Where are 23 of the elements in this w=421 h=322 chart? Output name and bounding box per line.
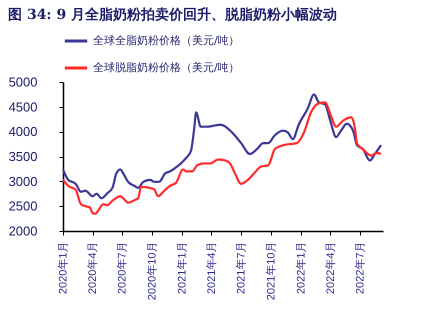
x-tick-label: 2022年7月 <box>354 242 366 294</box>
y-tick-label: 4500 <box>8 99 38 114</box>
line-series <box>62 101 382 215</box>
x-tick-label: 2020年10月 <box>146 242 159 300</box>
x-tick-label: 2021年10月 <box>266 242 278 300</box>
y-tick-label: 5000 <box>8 74 38 90</box>
x-tick-label: 2021年4月 <box>206 242 218 294</box>
y-tick-label: 3500 <box>8 149 38 164</box>
x-tick-label: 2020年1月 <box>58 242 70 294</box>
y-tick-label: 2000 <box>8 224 38 238</box>
line-series <box>62 93 382 200</box>
x-tick-label: 2020年7月 <box>116 242 129 294</box>
legend-label: 全球全脂奶粉价格（美元/吨） <box>93 34 240 47</box>
x-tick-label: 2021年1月 <box>176 242 189 294</box>
chart-title: 图 34: 9 月全脂奶粉拍卖价回升、脱脂奶粉小幅波动 <box>8 6 338 23</box>
x-tick-label: 2022年4月 <box>324 242 337 294</box>
y-tick-label: 2500 <box>8 198 38 214</box>
x-tick-label: 2021年7月 <box>236 242 248 294</box>
y-tick-label: 3000 <box>8 174 38 189</box>
x-tick-label: 2020年4月 <box>87 242 100 294</box>
y-tick-label: 4000 <box>8 124 38 140</box>
x-tick-label: 2022年1月 <box>295 242 308 294</box>
legend-label: 全球脱脂奶粉价格（美元/吨） <box>93 61 240 74</box>
